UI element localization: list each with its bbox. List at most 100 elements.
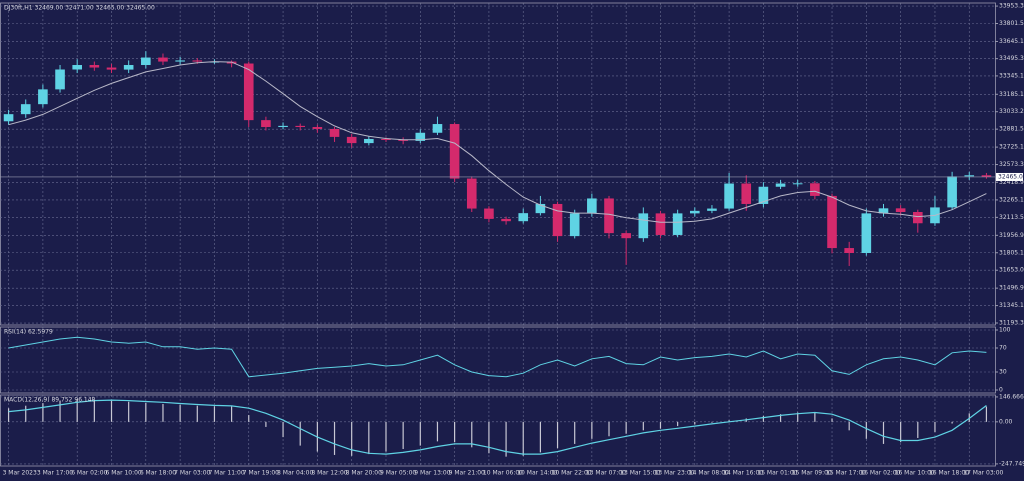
- candle-body: [621, 233, 631, 239]
- y-tick-label: 100: [999, 327, 1011, 334]
- x-tick-label: 8 Mar 20:00: [346, 470, 382, 477]
- x-tick-label: 14 Mar 16:00: [723, 470, 763, 477]
- y-tick-label: -247.749: [999, 460, 1024, 467]
- panel-border: [0, 394, 996, 467]
- x-tick-label: 3 Mar 17:00: [37, 470, 73, 477]
- candle-body: [38, 89, 48, 105]
- candle-body: [912, 212, 923, 224]
- candle-body: [844, 248, 854, 253]
- candle-body: [3, 114, 14, 122]
- candle-body: [672, 213, 683, 235]
- x-tick-label: 9 Mar 05:00: [380, 470, 416, 477]
- candle-body: [175, 60, 185, 62]
- x-tick-label: 10 Mar 14:00: [517, 470, 557, 477]
- y-tick-label: 32881.50: [999, 126, 1024, 133]
- y-tick-label: 33185.10: [999, 91, 1024, 98]
- macd-signal-line: [8, 399, 987, 455]
- x-tick-label: 10 Mar 22:00: [552, 470, 592, 477]
- candle-body: [569, 213, 580, 237]
- x-tick-label: 6 Mar 10:00: [106, 470, 142, 477]
- y-tick-label: 32573.30: [999, 161, 1024, 168]
- y-tick-label: 0.00: [999, 418, 1013, 425]
- current-price-label: 32465.00: [998, 173, 1024, 180]
- x-tick-label: 6 Mar 18:00: [140, 470, 176, 477]
- candle-body: [192, 60, 203, 62]
- y-tick-label: 33033.20: [999, 108, 1024, 115]
- y-tick-label: 32113.50: [999, 214, 1024, 221]
- y-tick-label: 31805.10: [999, 249, 1024, 256]
- y-tick-label: 31193.30: [999, 320, 1024, 327]
- candle-body: [449, 124, 460, 179]
- panel-border: [0, 2, 996, 326]
- y-tick-label: 32418.90: [999, 179, 1024, 186]
- panel-border: [0, 326, 996, 394]
- candle-body: [398, 139, 408, 141]
- y-tick-label: 33953.30: [999, 3, 1024, 10]
- x-tick-label: 7 Mar 19:00: [243, 470, 279, 477]
- candle-body: [55, 69, 65, 90]
- panel-title: DJ30ft,H1 32469.00 32471.00 32465.00 324…: [4, 5, 155, 12]
- candle-body: [655, 213, 666, 235]
- candle-body: [123, 65, 134, 70]
- x-tick-label: 14 Mar 08:00: [689, 470, 729, 477]
- candle-body: [861, 213, 872, 253]
- candle-body: [141, 57, 151, 66]
- x-tick-label: 13 Mar 23:00: [654, 470, 694, 477]
- candle-body: [535, 203, 546, 214]
- x-tick-label: 17 Mar 03:00: [963, 470, 1003, 477]
- candle-body: [878, 208, 889, 214]
- panel-title: MACD(12,26,9) 89.752 96.148: [4, 397, 96, 404]
- candle-body: [346, 136, 357, 144]
- x-tick-label: 6 Mar 02:00: [71, 470, 107, 477]
- candle-body: [827, 195, 837, 249]
- candle-body: [895, 208, 906, 213]
- candle-body: [364, 138, 374, 144]
- candle-body: [587, 198, 597, 214]
- x-tick-label: 15 Mar 01:00: [757, 470, 797, 477]
- panel-title: RSI(14) 62.5979: [4, 329, 53, 336]
- x-tick-label: 8 Mar 12:00: [311, 470, 347, 477]
- candle-body: [724, 183, 734, 209]
- candle-body: [20, 104, 31, 115]
- candle-body: [261, 120, 271, 128]
- y-tick-label: 70: [999, 345, 1007, 352]
- candle-body: [552, 203, 563, 237]
- candle-body: [278, 125, 288, 128]
- candle-body: [741, 183, 752, 204]
- candle-body: [243, 63, 254, 121]
- rsi-line: [8, 336, 987, 378]
- current-price-box: [996, 172, 1023, 181]
- candle-body: [466, 178, 477, 209]
- candle-body: [981, 175, 992, 177]
- x-tick-label: 9 Mar 13:00: [414, 470, 450, 477]
- candle-body: [381, 138, 391, 140]
- candle-body: [432, 124, 443, 133]
- candle-body: [72, 65, 83, 70]
- candle-body: [158, 57, 168, 62]
- x-tick-label: 13 Mar 07:00: [586, 470, 626, 477]
- candle-body: [484, 208, 494, 219]
- candle-body: [415, 132, 426, 141]
- x-tick-label: 15 Mar 17:00: [826, 470, 866, 477]
- x-tick-label: 7 Mar 03:00: [174, 470, 210, 477]
- y-tick-label: 31956.90: [999, 232, 1024, 239]
- x-tick-label: 13 Mar 15:00: [620, 470, 660, 477]
- candle-body: [810, 183, 820, 196]
- x-tick-label: 15 Mar 09:00: [792, 470, 832, 477]
- x-tick-label: 9 Mar 21:00: [449, 470, 485, 477]
- x-tick-label: 10 Mar 06:00: [483, 470, 523, 477]
- y-tick-label: 33495.30: [999, 55, 1024, 62]
- y-tick-label: 0: [999, 387, 1003, 394]
- x-tick-label: 16 Mar 18:00: [929, 470, 969, 477]
- moving-average-line: [8, 61, 987, 223]
- candle-body: [638, 213, 649, 239]
- candle-body: [964, 175, 975, 177]
- y-tick-label: 31496.90: [999, 285, 1024, 292]
- candle-body: [518, 213, 529, 222]
- y-tick-label: 33801.50: [999, 20, 1024, 27]
- candle-body: [89, 65, 100, 68]
- y-tick-label: 33345.10: [999, 72, 1024, 79]
- candle-body: [792, 183, 803, 185]
- y-tick-label: 30: [999, 369, 1007, 376]
